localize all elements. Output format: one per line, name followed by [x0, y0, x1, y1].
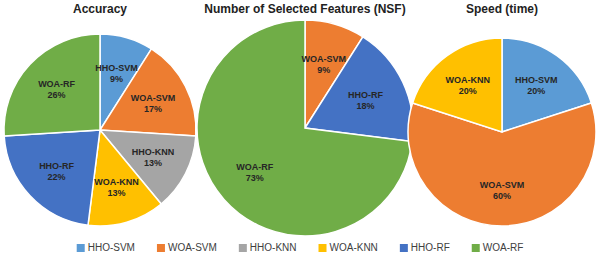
- data-label: 13%: [108, 188, 126, 198]
- legend-swatch: [157, 244, 165, 252]
- data-label: 9%: [110, 74, 123, 84]
- data-labels: WOA-SVM9% HHO-RF18% WOA-RF73%: [236, 54, 383, 184]
- legend-item: WOA-RF: [472, 242, 524, 253]
- data-label: 20%: [459, 86, 477, 96]
- slice-category-label: WOA-KNN: [94, 177, 139, 187]
- legend-label: WOA-SVM: [168, 242, 217, 253]
- legend-label: HHO-RF: [411, 242, 450, 253]
- slice-category-label: HHO-SVM: [95, 63, 138, 73]
- data-labels: HHO-SVM9%WOA-SVM17%HHO-KNN13%WOA-KNN13%H…: [38, 63, 175, 198]
- legend-label: HHO-KNN: [250, 242, 297, 253]
- data-label: 18%: [357, 100, 375, 110]
- legend-label: WOA-KNN: [330, 242, 378, 253]
- chart-title: Number of Selected Features (NSF): [204, 2, 405, 16]
- slice-category-label: WOA-SVM: [301, 54, 346, 64]
- figure: AccuracyHHO-SVM9%WOA-SVM17%HHO-KNN13%WOA…: [0, 0, 600, 257]
- pie-chart: Number of Selected Features (NSF) WOA-SVM…: [197, 2, 413, 236]
- slice: [4, 130, 100, 225]
- data-labels: HHO-SVM20%WOA-SVM60%WOA-KNN20%: [445, 75, 557, 201]
- slice: [88, 130, 161, 226]
- data-label: 26%: [48, 90, 66, 100]
- slice-category-label: WOA-SVM: [480, 180, 525, 190]
- legend-label: HHO-SVM: [88, 242, 135, 253]
- legend-swatch: [77, 244, 85, 252]
- slice-category-label: WOA-KNN: [445, 75, 490, 85]
- legend-item: WOA-KNN: [319, 242, 378, 253]
- slice: [197, 20, 412, 236]
- chart-title: Accuracy: [73, 2, 127, 16]
- data-label: 13%: [144, 158, 162, 168]
- pie-chart: Speed (time)HHO-SVM20%WOA-SVM60%WOA-KNN2…: [408, 2, 596, 226]
- slice-category-label: WOA-RF: [236, 162, 273, 172]
- slice-category-label: WOA-SVM: [131, 93, 176, 103]
- chart-title: Speed (time): [466, 2, 538, 16]
- data-label: 17%: [144, 104, 162, 114]
- legend-item: HHO-RF: [400, 242, 450, 253]
- legend: HHO-SVM WOA-SVM HHO-KNN WOA-KNN HHO-RF WOA-RF: [77, 242, 524, 253]
- slice: [305, 37, 413, 142]
- slice-category-label: WOA-RF: [38, 79, 75, 89]
- legend-swatch: [319, 244, 327, 252]
- data-label: 9%: [317, 65, 330, 75]
- pie-chart: AccuracyHHO-SVM9%WOA-SVM17%HHO-KNN13%WOA…: [4, 2, 196, 226]
- slices: [4, 34, 196, 226]
- legend-swatch: [472, 244, 480, 252]
- legend-item: HHO-SVM: [77, 242, 135, 253]
- slices: [197, 20, 413, 236]
- slices: [408, 38, 596, 226]
- legend-swatch: [239, 244, 247, 252]
- legend-item: WOA-SVM: [157, 242, 217, 253]
- data-label: 20%: [527, 86, 545, 96]
- data-label: 22%: [48, 172, 66, 182]
- legend-label: WOA-RF: [483, 242, 524, 253]
- slice-category-label: HHO-RF: [348, 89, 383, 99]
- slice-category-label: HHO-SVM: [515, 75, 558, 85]
- legend-swatch: [400, 244, 408, 252]
- data-label: 73%: [246, 173, 264, 183]
- legend-item: HHO-KNN: [239, 242, 297, 253]
- slice-category-label: HHO-RF: [39, 161, 74, 171]
- slice: [413, 38, 502, 132]
- slice-category-label: HHO-KNN: [132, 147, 175, 157]
- slice: [4, 34, 100, 136]
- data-label: 60%: [493, 191, 511, 201]
